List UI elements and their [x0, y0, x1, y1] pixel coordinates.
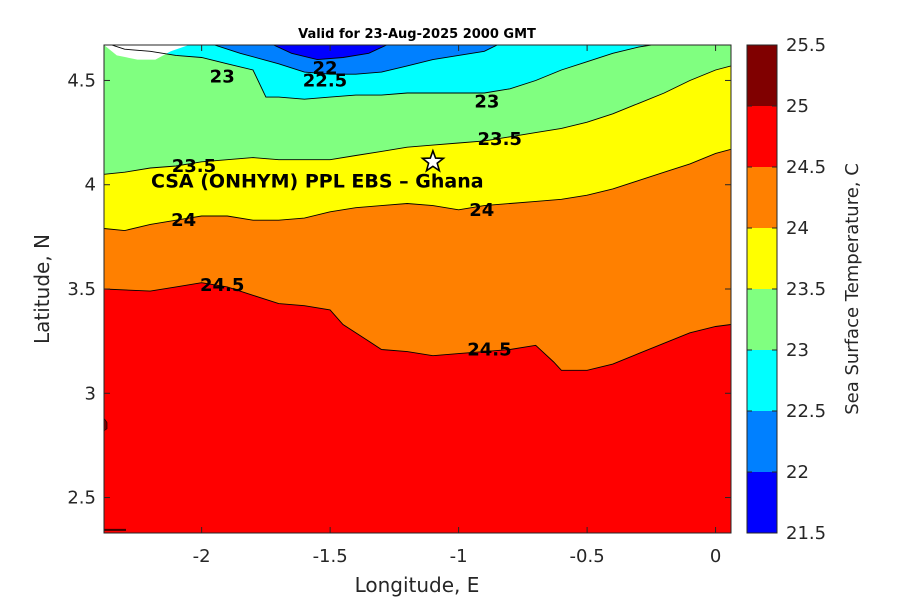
contour-label: 23.5: [172, 156, 216, 177]
x-tick-label: -1.5: [313, 546, 348, 567]
no-data-region: [104, 45, 189, 60]
chart-title: Valid for 23-Aug-2025 2000 GMT: [298, 27, 536, 42]
colorbar-swatch: [747, 411, 777, 472]
contour-label: 24.5: [467, 339, 511, 360]
colorbar-tick-label: 22.5: [786, 401, 826, 422]
contour-label: 24: [469, 200, 494, 221]
colorbar-tick-label: 24: [786, 218, 809, 239]
contour-label: 23: [210, 66, 235, 87]
contour-line-23: [111, 45, 652, 100]
y-tick-label: 3.5: [67, 279, 96, 300]
colorbar-tick-label: 25.5: [786, 35, 826, 56]
colorbar-tick-label: 23: [786, 340, 809, 361]
colorbar-swatch: [747, 472, 777, 533]
site-star-icon: [420, 148, 446, 173]
x-axis-label: Longitude, E: [355, 573, 480, 597]
colorbar-tick-label: 23.5: [786, 279, 826, 300]
colorbar: 21.5 22 22.5 23 23.5 24 24.5 25 25.5: [746, 35, 826, 544]
site-label: CSA (ONHYM) PPL EBS – Ghana: [151, 171, 484, 193]
contour-label: 24.5: [200, 275, 244, 296]
band-below-22: [273, 45, 387, 60]
colorbar-tick-label: 22: [786, 462, 809, 483]
colorbar-swatch: [747, 289, 777, 350]
contour-line-22: [273, 45, 387, 61]
x-tick-label: -1: [450, 546, 468, 567]
x-tick-label: -0.5: [570, 546, 605, 567]
x-tick-label: 0: [710, 546, 721, 567]
contour-line-23.5: [104, 65, 731, 175]
contour-label: 22: [312, 58, 337, 79]
y-tick-label: 4: [85, 175, 96, 196]
y-tick-label: 3: [85, 383, 96, 404]
contour-label: 24: [171, 210, 196, 231]
x-tick-label: -2: [193, 546, 211, 567]
colorbar-label: Sea Surface Temperature, C: [842, 163, 863, 415]
colorbar-swatch: [747, 45, 777, 106]
contour-line-22.5: [214, 45, 498, 75]
contour-line-24.5: [104, 282, 731, 371]
y-axis-label: Latitude, N: [30, 234, 54, 344]
contour-label: 23.5: [478, 129, 522, 150]
y-tick-label: 4.5: [67, 70, 96, 91]
colorbar-tick-label: 25: [786, 96, 809, 117]
colorbar-tick-label: 21.5: [786, 523, 826, 544]
y-axis: 2.5 3 3.5 4 4.5: [67, 70, 731, 509]
y-tick-label: 2.5: [67, 488, 96, 509]
colorbar-swatch: [747, 106, 777, 167]
colorbar-swatch: [747, 167, 777, 228]
colorbar-swatch: [747, 228, 777, 289]
band-below-22.5: [214, 45, 498, 75]
x-axis: -2 -1.5 -1 -0.5 0: [193, 45, 721, 567]
contour-line-24: [104, 148, 731, 232]
colorbar-swatch: [747, 350, 777, 411]
colorbar-tick-label: 24.5: [786, 157, 826, 178]
contour-label: 23: [474, 91, 499, 112]
contour-label: 22.5: [303, 70, 347, 91]
warm-patch-left: [104, 417, 108, 432]
